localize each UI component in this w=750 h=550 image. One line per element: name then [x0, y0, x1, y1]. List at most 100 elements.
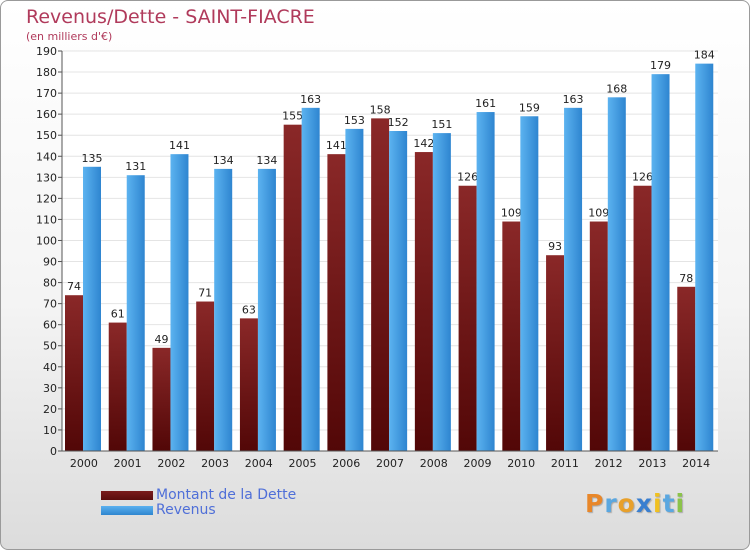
logo-letter: o — [617, 489, 636, 518]
data-label-debt: 109 — [588, 207, 609, 220]
data-label-revenue: 184 — [694, 49, 715, 62]
bar-debt — [633, 185, 652, 451]
bar-revenue — [301, 107, 320, 451]
data-label-debt: 78 — [679, 272, 693, 285]
y-tick-label: 60 — [43, 319, 57, 332]
x-tick-label: 2004 — [245, 457, 273, 470]
y-tick-label: 70 — [43, 298, 57, 311]
bar-debt — [677, 286, 696, 451]
data-label-revenue: 179 — [650, 59, 671, 72]
bar-debt — [327, 154, 346, 451]
bar-revenue — [170, 154, 189, 451]
bar-revenue — [695, 63, 714, 451]
bar-revenue — [126, 175, 145, 452]
data-label-debt: 141 — [326, 139, 347, 152]
data-label-revenue: 152 — [388, 116, 409, 129]
y-tick-label: 160 — [36, 108, 57, 121]
data-label-revenue: 159 — [519, 101, 540, 114]
x-tick-label: 2009 — [463, 457, 491, 470]
bar-debt — [196, 301, 215, 451]
x-tick-label: 2003 — [201, 457, 229, 470]
data-label-revenue: 131 — [125, 160, 146, 173]
legend-label-revenue: Revenus — [156, 502, 216, 518]
bar-debt — [502, 221, 521, 451]
y-tick-label: 180 — [36, 66, 57, 79]
y-tick-label: 90 — [43, 256, 57, 269]
bar-debt — [283, 124, 302, 452]
legend-swatch-debt — [101, 490, 153, 500]
bar-debt — [65, 295, 83, 451]
data-label-debt: 126 — [632, 171, 653, 184]
y-tick-label: 80 — [43, 277, 57, 290]
y-tick-label: 50 — [43, 340, 57, 353]
data-label-debt: 63 — [242, 303, 256, 316]
y-tick-label: 0 — [50, 445, 57, 458]
data-label-debt: 155 — [282, 110, 303, 123]
bar-revenue — [214, 168, 233, 452]
data-label-debt: 126 — [457, 171, 478, 184]
x-tick-label: 2001 — [114, 457, 142, 470]
y-tick-label: 100 — [36, 234, 57, 247]
y-tick-label: 10 — [43, 424, 57, 437]
data-label-debt: 49 — [154, 333, 168, 346]
y-tick-label: 20 — [43, 403, 57, 416]
bar-revenue — [476, 112, 495, 451]
y-tick-label: 170 — [36, 87, 57, 100]
bar-revenue — [257, 168, 276, 452]
legend-item-revenue: Revenus — [101, 502, 216, 518]
bar-revenue — [651, 74, 670, 451]
logo-letter: x — [635, 489, 653, 518]
data-label-revenue: 134 — [213, 154, 234, 167]
data-label-debt: 109 — [501, 207, 522, 220]
legend-label-debt: Montant de la Dette — [156, 487, 297, 503]
x-tick-label: 2014 — [682, 457, 710, 470]
data-label-revenue: 168 — [606, 82, 627, 95]
bar-revenue — [83, 166, 101, 451]
y-tick-label: 150 — [36, 129, 57, 142]
logo-letter: r — [604, 489, 618, 518]
data-label-debt: 158 — [370, 103, 391, 116]
bar-revenue — [607, 97, 626, 451]
x-tick-label: 2006 — [332, 457, 360, 470]
chart-subtitle: (en milliers d'€) — [26, 30, 113, 43]
data-label-revenue: 134 — [256, 154, 277, 167]
bar-debt — [414, 152, 433, 452]
x-tick-label: 2005 — [289, 457, 317, 470]
bar-debt — [108, 322, 127, 451]
data-label-revenue: 151 — [431, 118, 452, 131]
data-label-revenue: 161 — [475, 97, 496, 110]
data-label-debt: 61 — [111, 308, 125, 321]
logo-letter: i — [653, 489, 663, 518]
data-label-debt: 93 — [548, 240, 562, 253]
legend-swatch-revenue — [101, 505, 153, 515]
y-tick-label: 120 — [36, 192, 57, 205]
legend-item-debt: Montant de la Dette — [101, 487, 296, 503]
y-tick-label: 130 — [36, 171, 57, 184]
bar-revenue — [345, 128, 364, 451]
y-tick-label: 40 — [43, 361, 57, 374]
bar-revenue — [520, 116, 539, 452]
bar-debt — [152, 347, 171, 451]
x-tick-label: 2008 — [420, 457, 448, 470]
x-tick-label: 2012 — [595, 457, 623, 470]
logo-letter: i — [675, 489, 686, 518]
y-tick-label: 30 — [43, 382, 57, 395]
logo-letter: P — [585, 489, 605, 518]
proxiti-logo: Proxiti — [585, 489, 685, 518]
y-tick-label: 190 — [36, 45, 57, 58]
y-tick-label: 110 — [36, 213, 57, 226]
x-tick-label: 2000 — [70, 457, 98, 470]
data-label-debt: 71 — [198, 287, 212, 300]
logo-letter: t — [662, 489, 676, 518]
chart-title: Revenus/Dette - SAINT-FIACRE — [26, 6, 315, 28]
x-tick-label: 2011 — [551, 457, 579, 470]
bar-debt — [458, 185, 477, 451]
data-label-revenue: 163 — [300, 93, 321, 106]
data-label-revenue: 153 — [344, 114, 365, 127]
bar-debt — [589, 221, 608, 451]
x-tick-label: 2010 — [507, 457, 535, 470]
data-label-revenue: 163 — [563, 93, 584, 106]
bar-revenue — [432, 133, 451, 451]
data-label-revenue: 135 — [82, 152, 103, 165]
